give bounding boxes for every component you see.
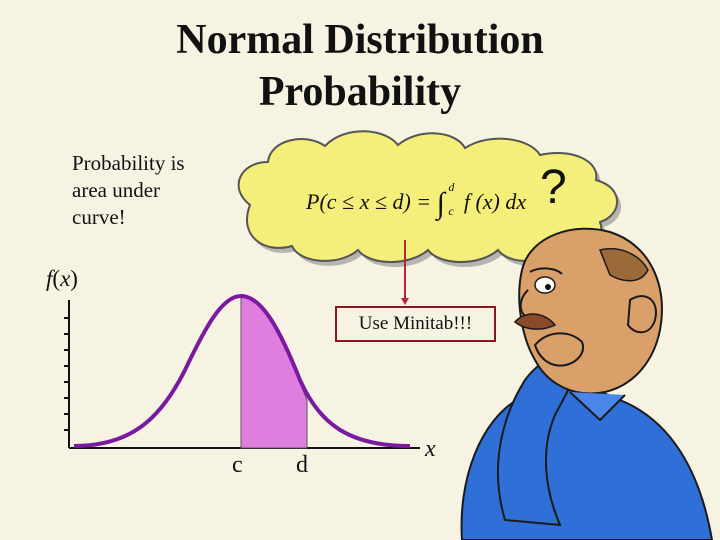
normal-curve xyxy=(73,293,411,448)
connector-arrowhead xyxy=(401,298,409,305)
title-line-2: Probability xyxy=(258,69,462,115)
tick-label-c: c xyxy=(232,452,243,478)
integral-limits: d c xyxy=(448,180,454,223)
integral-upper-limit: d xyxy=(448,179,455,194)
x-axis-label: x xyxy=(425,436,436,462)
tick-label-d: d xyxy=(296,452,308,478)
minitab-callout: Use Minitab!!! xyxy=(335,306,496,342)
thought-cloud xyxy=(237,130,622,267)
y-axis-label: f(x) xyxy=(46,266,78,292)
page-title: Normal Distribution Probability xyxy=(0,14,720,118)
formula-integrand: f (x) dx xyxy=(463,189,527,214)
question-mark: ? xyxy=(540,161,567,214)
integral-sign: ∫ xyxy=(436,187,445,220)
y-axis xyxy=(64,300,70,448)
probability-formula: P(c ≤ x ≤ d) = ∫ d c f (x) dx xyxy=(306,180,527,223)
y-axis-label-open: ( xyxy=(52,266,61,291)
thinking-man-illustration xyxy=(460,227,714,540)
side-note: Probability is area under curve! xyxy=(72,150,242,231)
y-axis-label-x: x xyxy=(60,266,71,291)
title-line-1: Normal Distribution xyxy=(176,17,544,63)
side-note-line-1: Probability is xyxy=(72,151,185,175)
integral-lower-limit: c xyxy=(448,203,454,218)
formula-lhs: P(c ≤ x ≤ d) = xyxy=(306,189,432,214)
y-axis-label-f: f xyxy=(46,266,53,291)
side-note-line-3: curve! xyxy=(72,205,126,229)
side-note-line-2: area under xyxy=(72,178,161,202)
y-axis-label-close: ) xyxy=(70,266,78,291)
